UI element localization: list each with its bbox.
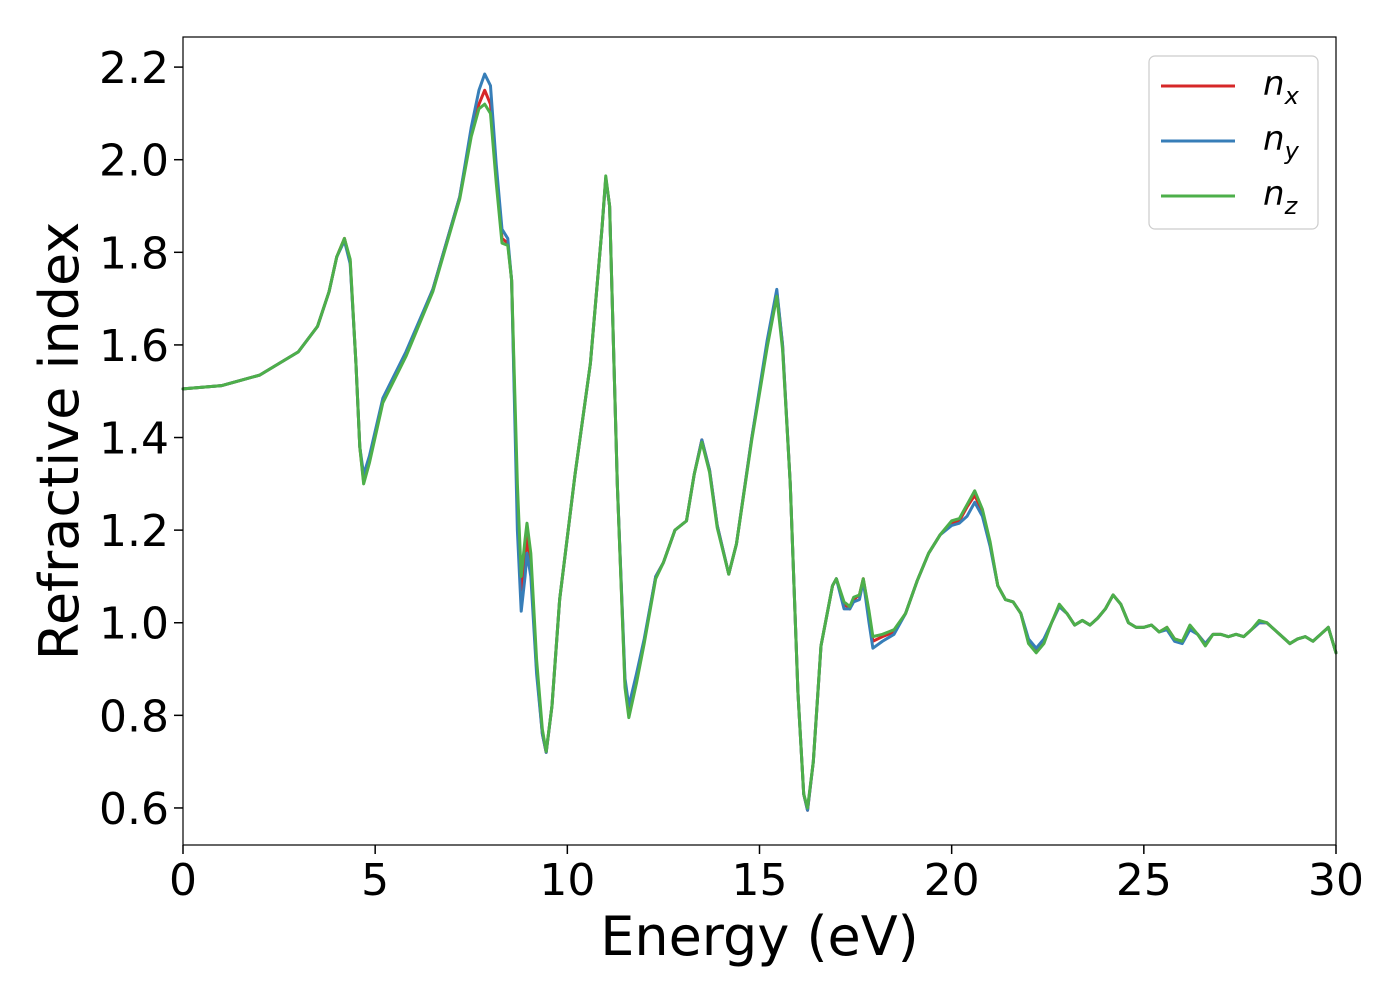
y-tick-label: 1.4 [99, 414, 169, 465]
x-tick-label: 0 [169, 855, 197, 906]
legend-label: nx [1263, 64, 1300, 110]
x-tick-label: 15 [732, 855, 788, 906]
x-tick-label: 20 [924, 855, 980, 906]
y-tick-label: 1.6 [99, 321, 169, 372]
x-tick-label: 25 [1116, 855, 1172, 906]
legend: nx ny nz [1148, 55, 1319, 230]
y-tick-label: 0.6 [99, 784, 169, 835]
x-axis: 0 5 10 15 20 25 30 [169, 845, 1364, 906]
series-line-n-z [181, 102, 1338, 810]
y-tick-label: 2.2 [99, 43, 169, 94]
legend-label: ny [1263, 119, 1300, 165]
x-axis-label: Energy (eV) [600, 905, 919, 968]
x-tick-label: 10 [539, 855, 595, 906]
legend-label: nz [1263, 174, 1299, 220]
x-tick-label: 30 [1308, 855, 1364, 906]
y-tick-label: 2.0 [99, 136, 169, 187]
y-axis-label: Refractive index [28, 222, 91, 661]
x-tick-label: 5 [361, 855, 389, 906]
y-tick-label: 0.8 [99, 691, 169, 742]
y-axis: 0.6 0.8 1.0 1.2 1.4 1.6 1.8 2.0 2.2 [99, 43, 183, 835]
y-tick-label: 1.2 [99, 506, 169, 557]
y-tick-label: 1.8 [99, 228, 169, 279]
y-tick-label: 1.0 [99, 599, 169, 650]
series-layer [181, 72, 1338, 812]
